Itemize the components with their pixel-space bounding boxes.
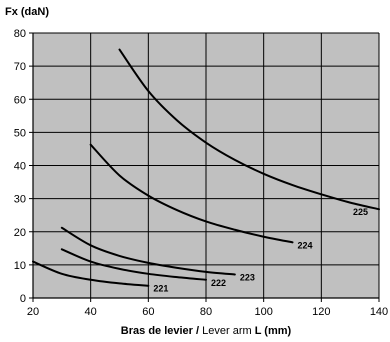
series-labels: 221 222 223 224 225 bbox=[153, 207, 368, 294]
x-tick-label: 120 bbox=[312, 306, 330, 318]
tick-labels: 0 10 20 30 40 50 60 70 80 20 40 60 80 100 120 140 bbox=[14, 28, 388, 318]
y-tick-label: 80 bbox=[14, 28, 26, 40]
series-line-224 bbox=[89, 143, 294, 244]
series-line-222 bbox=[60, 248, 207, 281]
y-tick-label: 10 bbox=[14, 260, 26, 272]
series-line-221 bbox=[32, 260, 150, 287]
gridlines bbox=[33, 32, 380, 298]
x-axis-title-bold: Bras de levier / bbox=[121, 325, 199, 337]
y-tick-label: 50 bbox=[14, 127, 26, 139]
series-label-222: 222 bbox=[211, 278, 226, 288]
x-tick-label: 40 bbox=[85, 306, 97, 318]
y-tick-label: 60 bbox=[14, 94, 26, 106]
series-label-223: 223 bbox=[240, 272, 255, 282]
x-axis-title: Bras de levier / Lever arm L (mm) bbox=[121, 325, 292, 337]
y-tick-label: 70 bbox=[14, 61, 26, 73]
series-label-221: 221 bbox=[153, 284, 168, 294]
y-tick-label: 30 bbox=[14, 194, 26, 206]
y-tick-label: 0 bbox=[20, 293, 26, 305]
x-tick-label: 100 bbox=[254, 306, 272, 318]
series-line-223 bbox=[60, 226, 236, 276]
x-tick-label: 20 bbox=[27, 306, 39, 318]
series-lines bbox=[32, 48, 380, 287]
series-line-225 bbox=[118, 48, 380, 211]
x-tick-label: 140 bbox=[370, 306, 388, 318]
x-tick-label: 60 bbox=[142, 306, 154, 318]
x-axis-title-normal: Lever arm bbox=[199, 325, 255, 337]
y-axis-title: Fx (daN) bbox=[5, 6, 49, 18]
y-tick-label: 40 bbox=[14, 161, 26, 173]
axes bbox=[29, 32, 380, 302]
series-label-224: 224 bbox=[298, 240, 313, 250]
x-tick-label: 80 bbox=[200, 306, 212, 318]
x-axis-title-symbol: L (mm) bbox=[255, 325, 292, 337]
y-tick-label: 20 bbox=[14, 227, 26, 239]
series-label-225: 225 bbox=[353, 207, 368, 217]
